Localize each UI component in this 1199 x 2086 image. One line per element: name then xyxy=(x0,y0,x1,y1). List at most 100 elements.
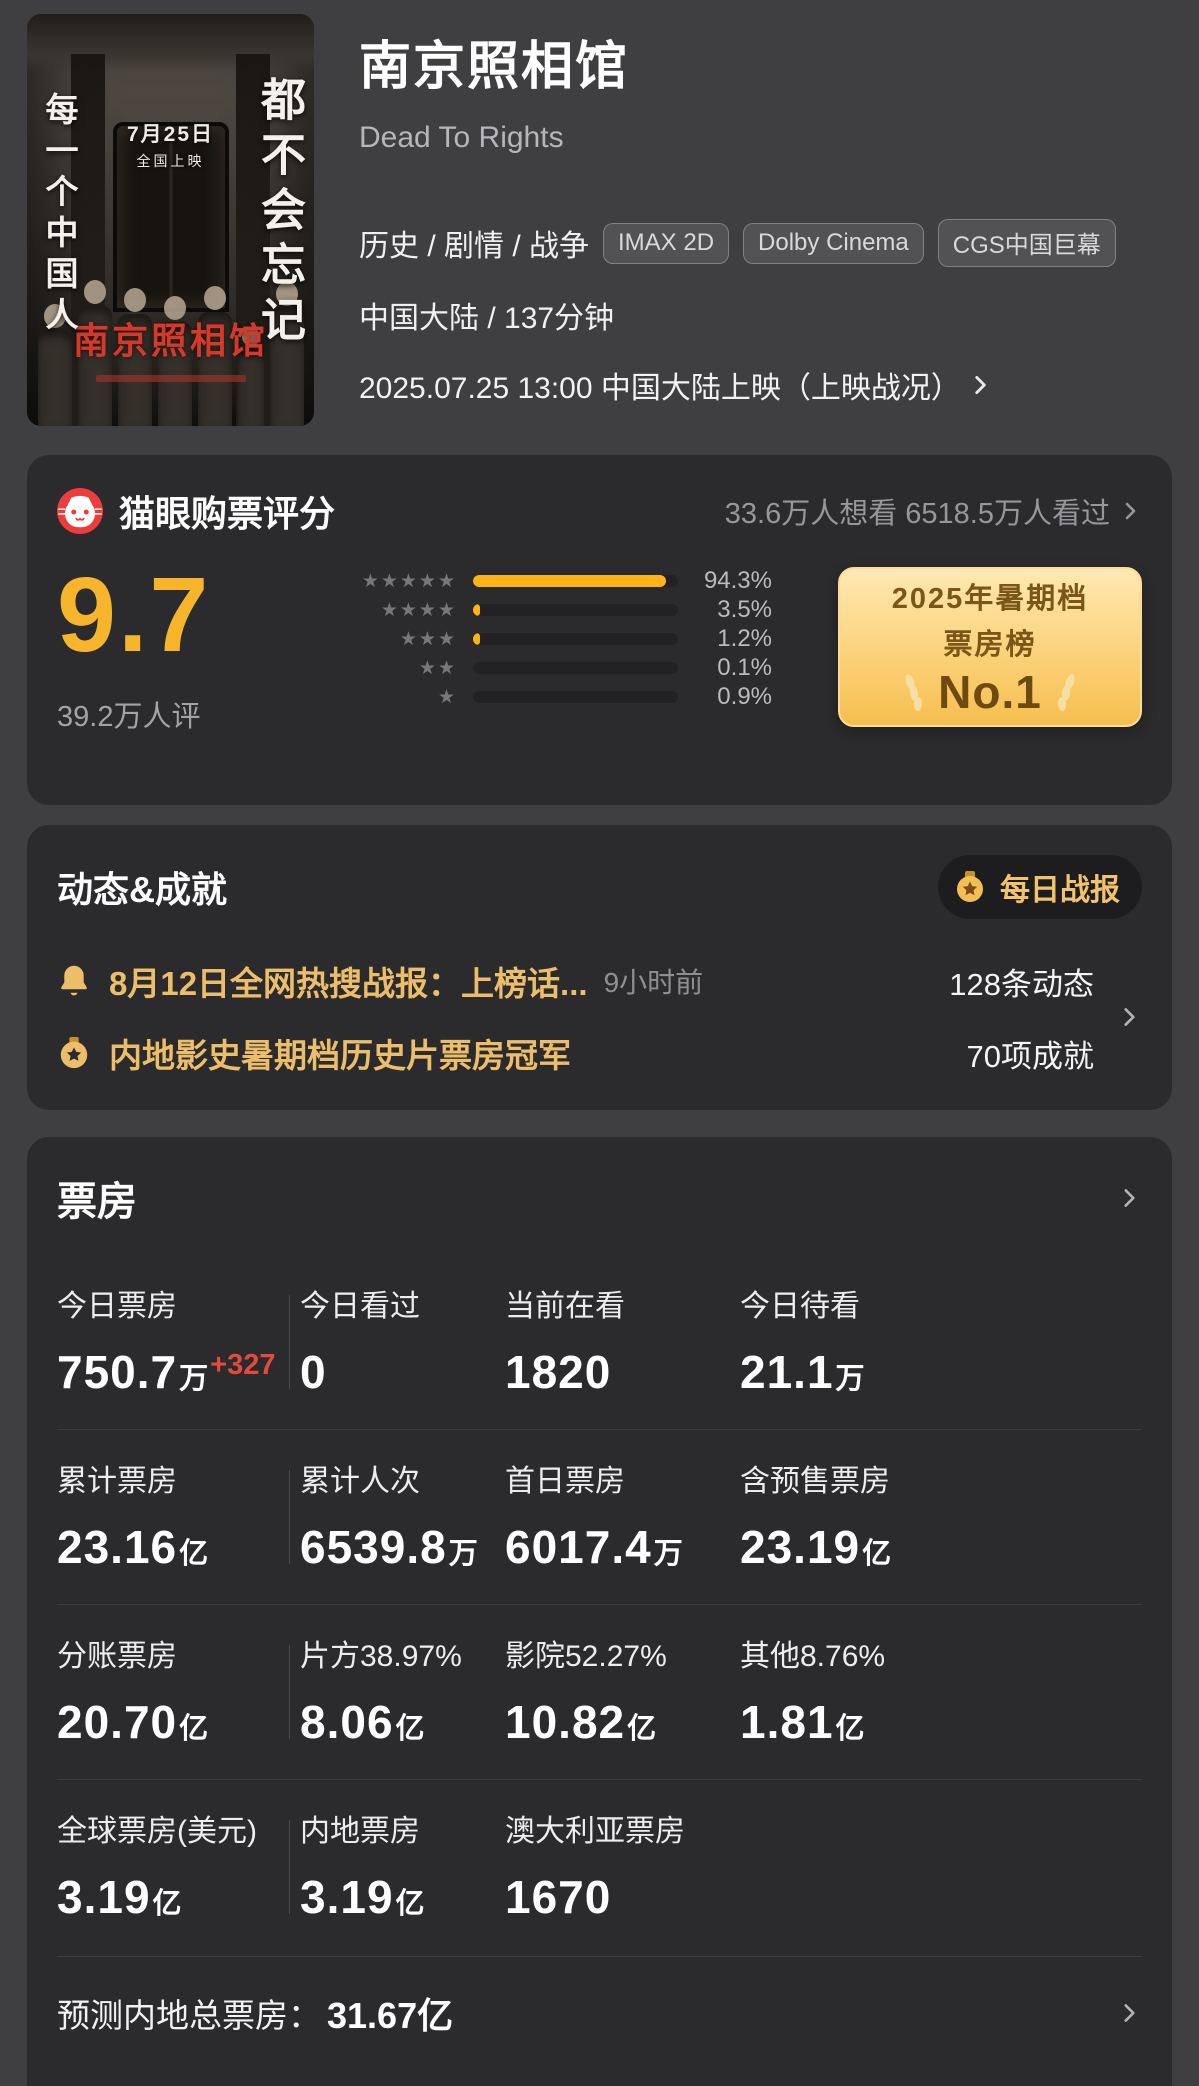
rating-percent: 0.1% xyxy=(717,654,772,681)
release-info-row[interactable]: 2025.07.25 13:00 中国大陆上映（上映战况） xyxy=(359,363,1116,407)
prediction-row[interactable]: 预测内地总票房： 31.67亿 xyxy=(57,1956,1142,2073)
laurel-left-icon xyxy=(905,674,923,711)
activity-row-achievement[interactable]: 内地影史暑期档历史片票房冠军 70项成就 xyxy=(57,1027,1094,1079)
movie-english-title: Dead To Rights xyxy=(359,121,564,154)
rating-bar-fill xyxy=(473,604,481,616)
boxoffice-row-split: 分账票房 20.70亿 片方38.97% 8.06亿 影院52.27% 10.8… xyxy=(57,1604,1142,1779)
movie-title: 南京照相馆 xyxy=(359,38,630,96)
distribution-row-5star: ★★★★★ 94.3% xyxy=(307,567,820,594)
poster-release-date: 7月25日 全国上映 xyxy=(27,118,314,171)
stat-today-towatch: 今日待看 21.1万 xyxy=(740,1290,865,1398)
poster-figure xyxy=(37,304,72,426)
stat-total-admissions: 累计人次 6539.8万 xyxy=(300,1465,478,1573)
poster-left-slogan: 每一个中国人 xyxy=(41,92,78,338)
poster-figure xyxy=(117,288,152,426)
chevron-right-icon xyxy=(1116,1997,1142,2029)
poster-date-line1: 7月25日 xyxy=(126,123,215,146)
activity-news-time: 9小时前 xyxy=(603,967,704,998)
rating-bar-track xyxy=(473,662,678,674)
activity-news-count: 128条动态 xyxy=(949,966,1094,1002)
rating-body: 9.7 39.2万人评 ★★★★★ 94.3% ★★★★ 3.5% ★★★ 1 xyxy=(57,556,1142,735)
stat-today-watched: 今日看过 0 xyxy=(300,1290,420,1398)
movie-header: 7月25日 全国上映 南京照相馆 每一个中国人 都不会忘记 南京照相馆 Dead… xyxy=(0,0,1199,426)
activity-rows: 8月12日全网热搜战报：上榜话... 9小时前 128条动态 内地影史暑期档历史… xyxy=(57,955,1142,1079)
stat-now-watching: 当前在看 1820 xyxy=(505,1290,625,1398)
delta-badge: +327 xyxy=(210,1349,276,1381)
stat-other-share: 其他8.76% 1.81亿 xyxy=(740,1640,886,1748)
boxoffice-title: 票房 xyxy=(57,1180,137,1224)
daily-report-label: 每日战报 xyxy=(1000,874,1120,907)
award-rank-row: No.1 xyxy=(904,665,1076,719)
genre-text: 历史 / 剧情 / 战争 xyxy=(359,230,590,263)
poster-figure xyxy=(237,327,264,426)
rating-bar-fill xyxy=(473,575,667,587)
format-badge-cgs: CGS中国巨幕 xyxy=(937,219,1116,267)
star-icons: ★★★★ xyxy=(380,599,457,621)
boxoffice-rank-badge[interactable]: 2025年暑期档 票房榜 No.1 xyxy=(838,567,1142,727)
bell-icon xyxy=(61,965,87,996)
movie-poster[interactable]: 7月25日 全国上映 南京照相馆 每一个中国人 都不会忘记 xyxy=(27,14,314,426)
activity-achievement-count: 70项成就 xyxy=(966,1038,1094,1074)
boxoffice-header[interactable]: 票房 xyxy=(57,1163,1142,1237)
stat-producer-share: 片方38.97% 8.06亿 xyxy=(300,1640,462,1748)
rating-card: 猫眼购票评分 33.6万人想看 6518.5万人看过 9.7 39.2万人评 ★… xyxy=(27,455,1172,805)
chevron-right-icon[interactable] xyxy=(1116,1000,1142,1034)
boxoffice-grid: 今日票房 750.7万+327 今日看过 0 当前在看 1820 今日待看 21… xyxy=(57,1255,1142,1954)
rating-stats-text: 33.6万人想看 6518.5万人看过 xyxy=(724,498,1110,530)
stat-cinema-share: 影院52.27% 10.82亿 xyxy=(505,1640,667,1748)
poster-figure xyxy=(269,282,304,426)
stat-split-boxoffice: 分账票房 20.70亿 xyxy=(57,1640,209,1748)
rating-percent: 0.9% xyxy=(717,683,772,710)
rating-bar-track xyxy=(473,575,678,587)
award-rank-text: No.1 xyxy=(938,666,1042,718)
genre-row: 历史 / 剧情 / 战争 IMAX 2D Dolby Cinema CGS中国巨… xyxy=(359,219,1116,267)
star-icons: ★★★ xyxy=(399,628,457,650)
distribution-row-2star: ★★ 0.1% xyxy=(307,654,820,681)
activity-news-text: 8月12日全网热搜战报：上榜话... xyxy=(109,965,588,1002)
activity-achievement-text: 内地影史暑期档历史片票房冠军 xyxy=(109,1037,571,1074)
activity-header: 动态&成就 每日战报 xyxy=(57,855,1142,919)
distribution-row-3star: ★★★ 1.2% xyxy=(307,625,820,652)
poster-figures xyxy=(27,276,314,426)
chevron-right-icon xyxy=(1116,1182,1142,1214)
poster-figure xyxy=(77,280,112,426)
rating-bar-track xyxy=(473,633,678,645)
rating-bar-track xyxy=(473,691,678,703)
score-column: 9.7 39.2万人评 xyxy=(57,556,307,735)
boxoffice-row-today: 今日票房 750.7万+327 今日看过 0 当前在看 1820 今日待看 21… xyxy=(57,1255,1142,1429)
boxoffice-row-cumulative: 累计票房 23.16亿 累计人次 6539.8万 首日票房 6017.4万 含预… xyxy=(57,1429,1142,1604)
region-duration: 中国大陆 / 137分钟 xyxy=(359,302,615,335)
movie-info: 南京照相馆 Dead To Rights 历史 / 剧情 / 战争 IMAX 2… xyxy=(359,14,1116,426)
prediction-label: 预测内地总票房： xyxy=(57,1997,321,2034)
rating-card-header: 猫眼购票评分 33.6万人想看 6518.5万人看过 xyxy=(57,485,1142,537)
poster-figure xyxy=(197,286,232,426)
activity-achievements-card: 动态&成就 每日战报 8月12日全网热搜战报：上榜话... 9小时前 128条动… xyxy=(27,825,1172,1110)
chevron-right-icon xyxy=(1118,497,1142,525)
stat-today-boxoffice: 今日票房 750.7万+327 xyxy=(57,1290,276,1398)
activity-row-news[interactable]: 8月12日全网热搜战报：上榜话... 9小时前 128条动态 xyxy=(57,955,1094,1007)
poster-figure xyxy=(157,296,192,426)
rating-score: 9.7 xyxy=(57,556,211,674)
chevron-right-icon xyxy=(967,370,993,400)
stat-australia-boxoffice: 澳大利亚票房 1670 xyxy=(505,1815,685,1923)
rating-distribution: ★★★★★ 94.3% ★★★★ 3.5% ★★★ 1.2% ★★ xyxy=(307,567,820,735)
rating-percent: 94.3% xyxy=(703,567,772,594)
award-line1: 2025年暑期档 xyxy=(891,583,1089,615)
poster-tagline-bar xyxy=(95,375,246,382)
boxoffice-card: 票房 今日票房 750.7万+327 今日看过 0 当前在看 1820 xyxy=(27,1137,1172,2086)
poster-date-line2: 全国上映 xyxy=(136,153,205,169)
activity-title: 动态&成就 xyxy=(57,869,227,910)
rating-percent: 1.2% xyxy=(717,625,772,652)
release-info-text: 2025.07.25 13:00 中国大陆上映（上映战况） xyxy=(359,372,961,405)
stat-global-boxoffice: 全球票房(美元) 3.19亿 xyxy=(57,1815,257,1923)
rating-bar-fill xyxy=(473,633,481,645)
rating-stats-link[interactable]: 33.6万人想看 6518.5万人看过 xyxy=(725,490,1142,532)
star-icons: ★★ xyxy=(418,657,457,679)
prediction-value: 31.67亿 xyxy=(327,1995,454,2036)
format-badge-imax: IMAX 2D xyxy=(603,222,730,264)
star-icons: ★ xyxy=(437,686,457,708)
format-badge-dolby: Dolby Cinema xyxy=(743,222,924,264)
daily-report-button[interactable]: 每日战报 xyxy=(938,855,1142,919)
distribution-row-4star: ★★★★ 3.5% xyxy=(307,596,820,623)
poster-cn-title: 南京照相馆 xyxy=(72,320,268,361)
